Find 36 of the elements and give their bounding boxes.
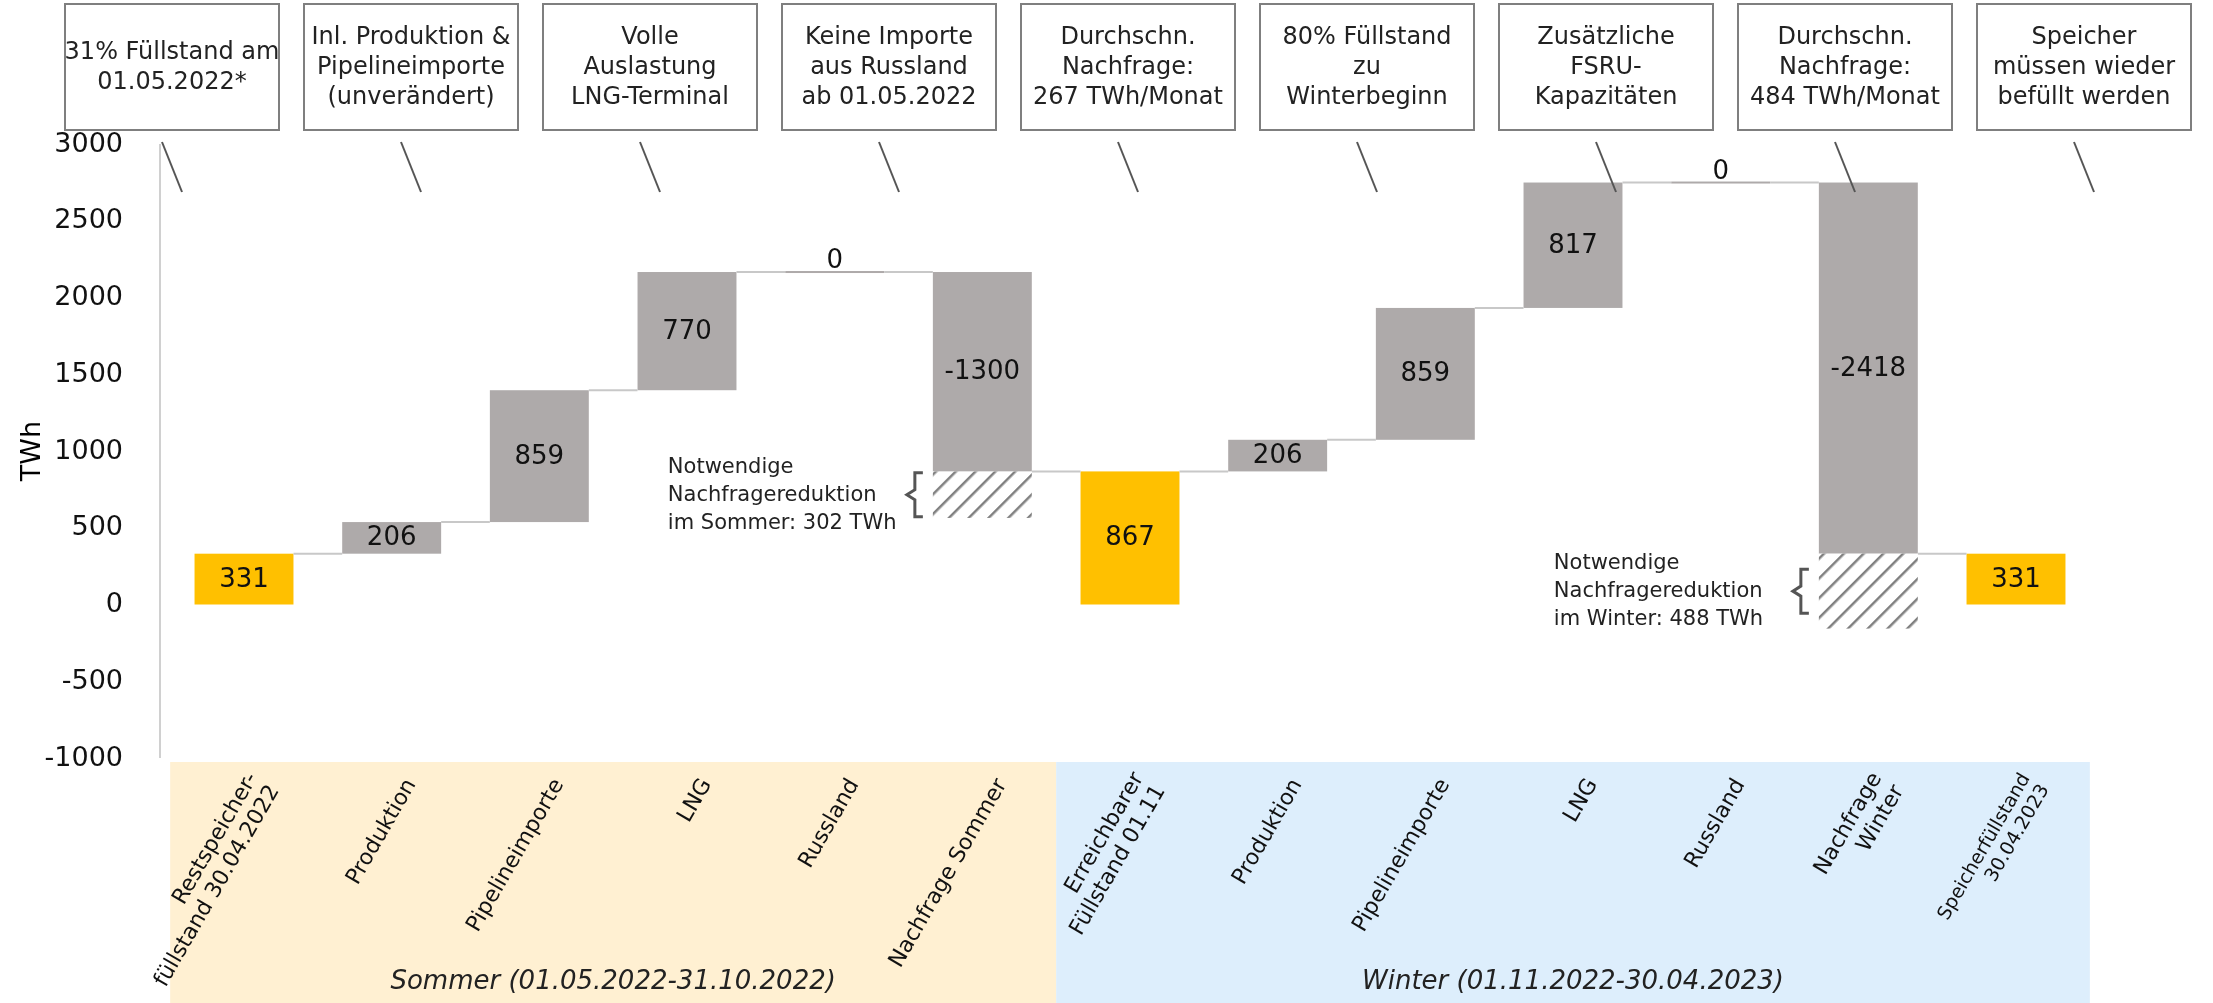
data-label: 331 [219,562,269,593]
y-tick-label: 0 [105,587,123,618]
data-label: 206 [1252,439,1303,470]
text: 80% Füllstand zu Winterbeginn [1282,22,1452,110]
y-tick-label: 2500 [54,203,123,235]
data-label: 0 [1712,154,1729,185]
y-tick-label: 1500 [54,356,123,388]
text: Speicher müssen wieder befüllt werden [1992,22,2176,110]
text: Sommer (01.05.2022-31.10.2022) [390,964,836,995]
data-label: 859 [514,439,565,470]
data-label: 867 [1105,521,1155,552]
y-tick-label: 1000 [54,433,123,465]
annotation: Notwendige Nachfragereduktion im Sommer: 302 TWh [667,453,897,534]
y-tick-label: 2000 [54,280,123,311]
text: Volle Auslastung LNG-Terminal [571,22,729,110]
y-tick-label: -1000 [44,740,123,772]
text: Zusätzliche FSRU- Kapazitäten [1534,22,1678,110]
data-label: 859 [1400,357,1451,388]
data-label: 331 [1991,562,2041,593]
y-tick-label: 500 [71,510,123,542]
y-tick-label: -500 [61,663,123,695]
data-label: 206 [366,521,417,552]
text: 31% Füllstand am 01.05.2022* [64,37,280,95]
text: Winter (01.11.2022-30.04.2023) [1362,964,1784,995]
data-label: -2418 [1830,351,1907,382]
y-axis-title: TWh [14,420,46,483]
annotation: Notwendige Nachfragereduktion im Winter: 488 TWh [1553,550,1764,631]
y-tick-label: 3000 [54,126,123,158]
data-label: 817 [1548,228,1598,259]
text: Inl. Produktion & Pipelineimporte (unverändert) [311,22,511,110]
text: Durchschn. Nachfrage: 267 TWh/Monat [1033,22,1223,110]
text: Keine Importe aus Russland ab 01.05.2022 [801,22,977,110]
data-label: 0 [826,244,843,275]
text: Durchschn. Nachfrage: 484 TWh/Monat [1750,22,1940,110]
data-label: 770 [662,314,712,345]
data-label: -1300 [944,355,1021,386]
